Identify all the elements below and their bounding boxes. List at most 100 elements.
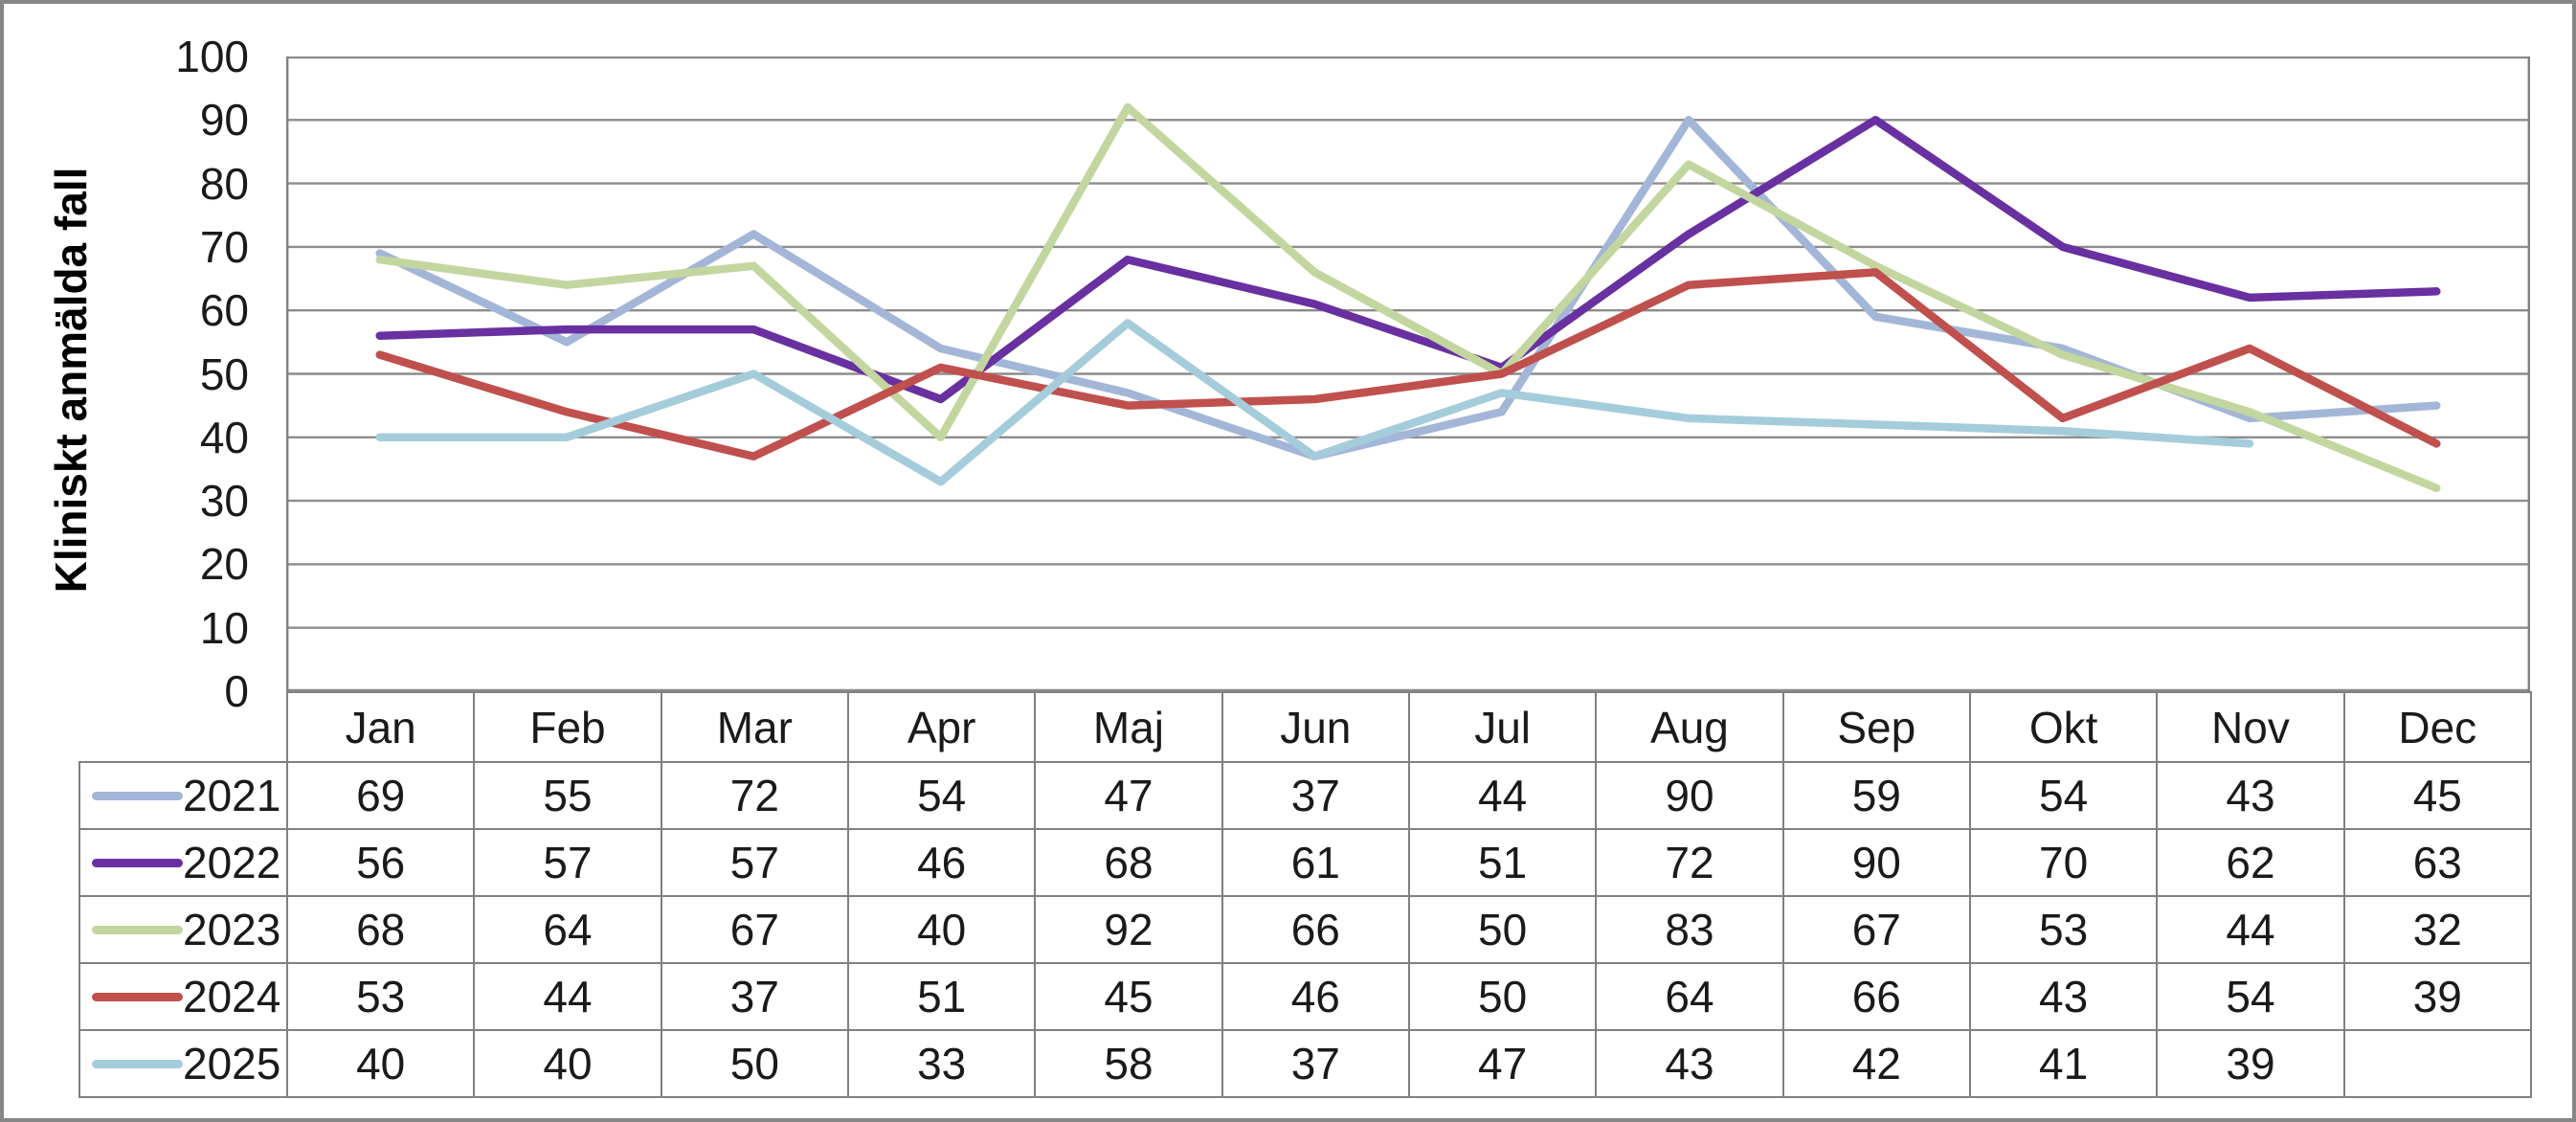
- value-cell-2024-dec: 39: [2342, 962, 2532, 1031]
- month-header-okt: Okt: [1968, 691, 2159, 763]
- month-header-jun: Jun: [1221, 691, 1410, 763]
- value-cell-2022-apr: 46: [846, 828, 1037, 897]
- legend-year-label: 2022: [183, 838, 281, 887]
- value-cell-2023-maj: 92: [1034, 895, 1223, 964]
- value-cell-2025-sep: 42: [1781, 1029, 1971, 1098]
- value-cell-2022-sep: 90: [1781, 828, 1971, 897]
- value-cell-2025-okt: 41: [1968, 1029, 2159, 1098]
- value-cell-2024-apr: 51: [846, 962, 1037, 1031]
- value-cell-2025-jun: 37: [1221, 1029, 1410, 1098]
- y-tick-label: 60: [199, 285, 249, 336]
- month-header-aug: Aug: [1595, 691, 1784, 763]
- legend-year-label: 2025: [183, 1039, 281, 1088]
- value-cell-2021-dec: 45: [2342, 761, 2532, 830]
- value-cell-2024-jan: 53: [285, 962, 476, 1031]
- legend-cell-2021: 2021: [78, 761, 288, 830]
- month-header-nov: Nov: [2156, 691, 2345, 763]
- series-line-2025: [375, 319, 2254, 486]
- month-header-feb: Feb: [473, 691, 662, 763]
- value-cell-2023-dec: 32: [2342, 895, 2532, 964]
- value-cell-2021-jul: 44: [1407, 761, 1598, 830]
- plot-area: [286, 56, 2530, 691]
- y-tick-label: 10: [199, 602, 249, 653]
- value-cell-2025-mar: 50: [660, 1029, 849, 1098]
- month-header-apr: Apr: [846, 691, 1037, 763]
- month-header-row: Jan Feb Mar Apr Maj Jun Jul Aug Sep Okt Nov Dec: [79, 691, 2532, 763]
- y-axis-tick-labels: 100 90 80 70 60 50 40 30 20 10 0: [119, 4, 249, 731]
- legend-line-swatch-2025: [92, 1059, 183, 1068]
- value-cell-2023-apr: 40: [846, 895, 1037, 964]
- value-cell-2023-nov: 44: [2156, 895, 2345, 964]
- legend-line-swatch-2021: [92, 791, 183, 800]
- value-cell-2025-jan: 40: [285, 1029, 476, 1098]
- value-cell-2022-okt: 70: [1968, 828, 2159, 897]
- legend-line-swatch-2024: [92, 992, 183, 1001]
- month-header-dec: Dec: [2342, 691, 2532, 763]
- value-cell-2021-maj: 47: [1034, 761, 1223, 830]
- series-line-2021: [375, 116, 2441, 460]
- table-row-2025: 2025 40 40 50 33 58 37 47 43 42 41 39: [78, 1029, 2532, 1098]
- value-cell-2021-jan: 69: [285, 761, 476, 830]
- legend-year-label: 2024: [183, 972, 281, 1021]
- y-tick-label: 70: [199, 221, 249, 272]
- legend-cell-2024: 2024: [78, 962, 288, 1031]
- value-cell-2024-maj: 45: [1034, 962, 1223, 1031]
- table-corner-cell: [79, 692, 287, 762]
- y-tick-label: 20: [199, 539, 249, 590]
- value-cell-2021-sep: 59: [1781, 761, 1971, 830]
- value-cell-2022-jan: 56: [285, 828, 476, 897]
- table-row-2023: 2023 68 64 67 40 92 66 50 83 67 53 44 32: [78, 895, 2532, 964]
- value-cell-2025-feb: 40: [473, 1029, 662, 1098]
- value-cell-2023-jul: 50: [1407, 895, 1598, 964]
- value-cell-2025-jul: 47: [1407, 1029, 1598, 1098]
- y-tick-label: 80: [199, 158, 249, 209]
- y-tick-label: 40: [199, 412, 249, 462]
- legend-cell-2022: 2022: [78, 828, 288, 897]
- legend-year-label: 2023: [183, 905, 281, 954]
- month-header-jan: Jan: [285, 691, 476, 763]
- value-cell-2021-feb: 55: [473, 761, 662, 830]
- value-cell-2021-mar: 72: [660, 761, 849, 830]
- value-cell-2022-jul: 51: [1407, 828, 1598, 897]
- line-chart: [286, 56, 2530, 691]
- value-cell-2024-jun: 46: [1221, 962, 1410, 1031]
- value-cell-2023-aug: 83: [1595, 895, 1784, 964]
- legend-cell-2025: 2025: [78, 1029, 288, 1098]
- series-line-2024: [375, 268, 2441, 460]
- value-cell-2024-okt: 43: [1968, 962, 2159, 1031]
- value-cell-2021-nov: 43: [2156, 761, 2345, 830]
- value-cell-2023-feb: 64: [473, 895, 662, 964]
- value-cell-2024-jul: 50: [1407, 962, 1598, 1031]
- value-cell-2024-aug: 64: [1595, 962, 1784, 1031]
- value-cell-2022-aug: 72: [1595, 828, 1784, 897]
- y-tick-label: 90: [199, 95, 249, 146]
- value-cell-2025-dec: [2342, 1029, 2532, 1098]
- series-line-2023: [375, 102, 2441, 493]
- value-cell-2021-apr: 54: [846, 761, 1037, 830]
- value-cell-2022-jun: 61: [1221, 828, 1410, 897]
- table-row-2021: 2021 69 55 72 54 47 37 44 90 59 54 43 45: [78, 761, 2532, 830]
- value-cell-2023-okt: 53: [1968, 895, 2159, 964]
- value-cell-2025-aug: 43: [1595, 1029, 1784, 1098]
- value-cell-2022-dec: 63: [2342, 828, 2532, 897]
- table-row-2022: 2022 56 57 57 46 68 61 51 72 90 70 62 63: [78, 828, 2532, 897]
- value-cell-2021-jun: 37: [1221, 761, 1410, 830]
- legend-line-swatch-2022: [92, 858, 183, 867]
- value-cell-2025-nov: 39: [2156, 1029, 2345, 1098]
- value-cell-2023-jan: 68: [285, 895, 476, 964]
- value-cell-2024-feb: 44: [473, 962, 662, 1031]
- y-tick-label: 100: [175, 32, 249, 81]
- month-header-maj: Maj: [1034, 691, 1223, 763]
- value-cell-2021-aug: 90: [1595, 761, 1784, 830]
- value-cell-2024-sep: 66: [1781, 962, 1971, 1031]
- legend-line-swatch-2023: [92, 925, 183, 934]
- table-row-2024: 2024 53 44 37 51 45 46 50 64 66 43 54 39: [78, 962, 2532, 1031]
- month-header-sep: Sep: [1781, 691, 1971, 763]
- value-cell-2023-sep: 67: [1781, 895, 1971, 964]
- y-tick-label: 50: [199, 348, 249, 399]
- value-cell-2022-nov: 62: [2156, 828, 2345, 897]
- value-cell-2023-mar: 67: [660, 895, 849, 964]
- legend-cell-2023: 2023: [78, 895, 288, 964]
- value-cell-2025-apr: 33: [846, 1029, 1037, 1098]
